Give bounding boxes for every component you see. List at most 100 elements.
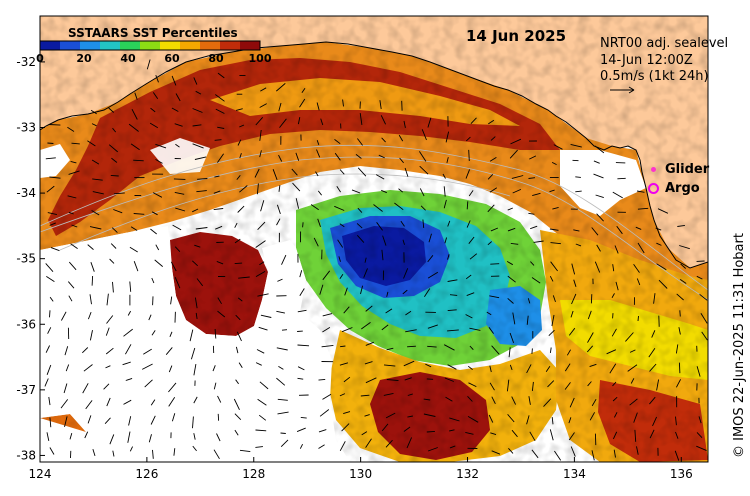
current-vector: [317, 218, 321, 228]
current-vector: [383, 392, 394, 396]
current-vector: [427, 117, 432, 128]
colorbar-swatch: [180, 41, 201, 50]
current-vector: [113, 192, 125, 195]
current-vector: [123, 328, 133, 337]
current-vector: [319, 409, 330, 417]
current-vector: [151, 277, 155, 284]
current-vector: [217, 310, 226, 318]
current-vector: [489, 157, 497, 162]
current-vector: [449, 445, 456, 449]
current-vector: [127, 431, 131, 443]
current-vector: [507, 414, 515, 423]
current-vector: [152, 449, 154, 459]
current-vector: [625, 332, 634, 342]
current-vector: [195, 312, 198, 319]
info-time: 14-Jun 12:00Z: [600, 52, 693, 68]
current-vector: [426, 430, 435, 433]
current-vector: [192, 108, 203, 113]
current-vector: [278, 154, 283, 162]
current-vector: [649, 429, 655, 439]
current-vector: [637, 207, 649, 210]
current-vector: [125, 377, 133, 381]
current-vector: [629, 349, 636, 353]
current-vector: [402, 239, 405, 245]
current-vector: [376, 222, 383, 231]
current-vector: [594, 261, 601, 273]
current-vector: [612, 264, 615, 272]
current-vector: [105, 327, 110, 336]
current-vector: [465, 274, 472, 280]
current-vector: [466, 292, 475, 297]
current-vector: [297, 309, 307, 313]
current-vector: [170, 296, 173, 305]
current-vector: [237, 139, 242, 146]
current-vector: [343, 376, 351, 383]
current-vector: [564, 363, 571, 372]
current-vector: [277, 398, 288, 401]
current-vector: [343, 306, 350, 314]
current-vector: [213, 190, 221, 194]
current-vector: [422, 219, 425, 228]
current-vector: [553, 144, 563, 150]
current-vector: [490, 227, 499, 232]
current-vector: [50, 247, 60, 252]
current-vector: [447, 309, 457, 312]
current-vector: [444, 237, 448, 244]
current-vector: [613, 412, 618, 418]
current-vector: [174, 123, 183, 127]
current-vector: [443, 186, 446, 197]
current-vector: [92, 191, 104, 195]
current-vector: [45, 157, 56, 160]
current-vector: [49, 222, 56, 226]
current-vector: [447, 254, 450, 260]
current-vector: [259, 261, 265, 266]
current-vector: [92, 178, 103, 181]
current-vector: [511, 175, 524, 179]
current-vector: [528, 177, 536, 179]
current-vector: [237, 297, 243, 302]
current-vector: [365, 377, 377, 384]
current-vector: [549, 429, 554, 441]
current-vector: [70, 160, 77, 164]
current-vector: [131, 108, 138, 120]
current-vector: [276, 204, 281, 215]
current-vector: [486, 311, 492, 316]
current-vector: [612, 431, 618, 440]
current-vector: [636, 278, 641, 286]
current-vector: [469, 327, 481, 331]
current-vector: [375, 174, 385, 180]
current-vector: [68, 261, 77, 271]
current-vector: [49, 417, 52, 428]
current-vector: [155, 74, 159, 83]
current-vector: [550, 242, 561, 245]
current-vector: [295, 152, 300, 161]
current-vector: [571, 263, 576, 275]
current-vector: [656, 379, 660, 391]
current-vector: [299, 270, 303, 278]
current-vector: [449, 417, 460, 422]
current-vector: [92, 448, 96, 457]
current-vector: [700, 313, 708, 324]
current-vector: [68, 211, 74, 215]
current-vector: [89, 330, 93, 341]
current-vector: [46, 364, 52, 375]
current-vector: [341, 423, 350, 432]
current-vector: [63, 383, 68, 394]
current-vector: [129, 246, 138, 253]
current-vector: [649, 363, 657, 372]
x-tick-label: 126: [135, 467, 158, 481]
current-vector: [237, 205, 245, 213]
current-vector: [300, 416, 307, 419]
current-vector: [193, 364, 197, 376]
current-vector: [595, 194, 604, 199]
current-vector: [89, 226, 102, 230]
legend-title: SSTAARS SST Percentiles: [68, 26, 238, 40]
current-vector: [47, 212, 57, 216]
current-vector: [49, 310, 51, 318]
current-vector: [276, 347, 288, 351]
current-vector: [507, 207, 513, 211]
current-vector: [489, 187, 498, 193]
current-vector: [613, 449, 616, 458]
current-vector: [658, 279, 668, 289]
argo-label: Argo: [665, 181, 700, 196]
